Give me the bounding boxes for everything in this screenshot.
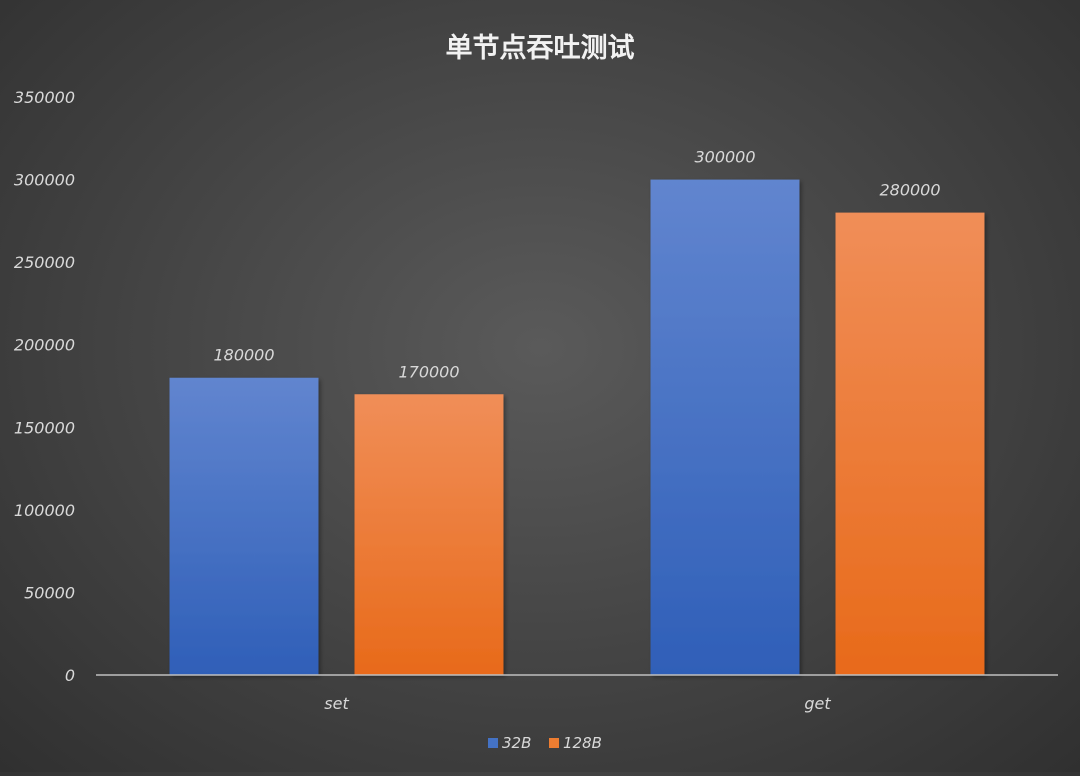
y-tick-label: 250000 [14, 253, 75, 272]
legend-item-128b[interactable]: 128B [549, 734, 602, 752]
y-tick-label: 50000 [24, 583, 75, 602]
legend-label: 32B [502, 734, 531, 752]
bar-32b-get [650, 179, 800, 676]
data-label: 180000 [213, 346, 274, 365]
y-tick-label: 150000 [14, 418, 75, 437]
legend-label: 128B [563, 734, 602, 752]
y-tick-label: 0 [65, 666, 75, 685]
y-tick-label: 350000 [14, 88, 75, 107]
data-label: 170000 [398, 362, 459, 381]
legend-swatch [488, 738, 498, 748]
bar-128b-set [354, 394, 504, 675]
y-tick-label: 100000 [14, 501, 75, 520]
data-label: 280000 [879, 181, 940, 200]
x-tick-label: get [804, 694, 831, 713]
data-labels: 180000 170000 300000 280000 [213, 148, 940, 382]
y-axis: 0 50000 100000 150000 200000 250000 300000 3500… [14, 88, 75, 685]
chart-title: 单节点吞吐测试 [446, 33, 635, 64]
x-tick-label: set [324, 694, 349, 713]
bar-128b-get [835, 212, 985, 675]
data-label: 300000 [694, 148, 755, 167]
y-tick-label: 200000 [14, 336, 75, 355]
x-axis: set get [324, 694, 831, 713]
bar-32b-set [169, 377, 319, 675]
y-tick-label: 300000 [14, 171, 75, 190]
bar-group [169, 179, 985, 676]
legend: 32B 128B [488, 734, 602, 752]
legend-swatch [549, 738, 559, 748]
legend-item-32b[interactable]: 32B [488, 734, 531, 752]
